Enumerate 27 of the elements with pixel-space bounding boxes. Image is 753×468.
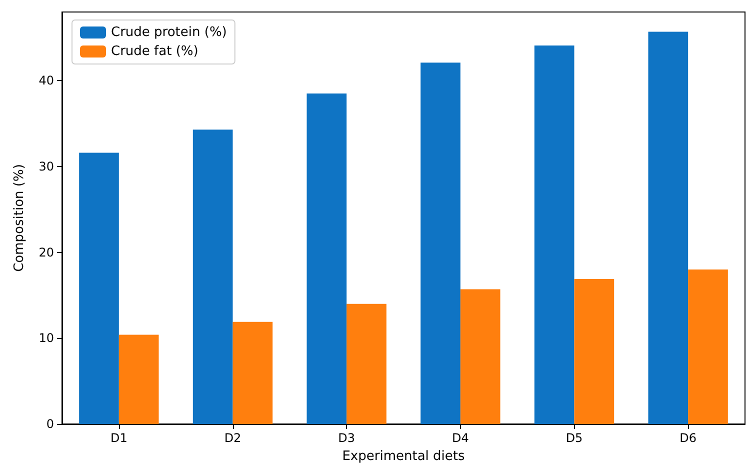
x-tick-label: D6 (680, 431, 697, 445)
y-tick-label: 10 (38, 331, 54, 346)
bar (420, 62, 460, 424)
bar (79, 152, 119, 424)
y-axis-title: Composition (%) (12, 164, 27, 272)
bar (306, 94, 347, 424)
bar (688, 270, 728, 424)
x-tick-label: D3 (338, 431, 356, 445)
x-axis-title: Experimental diets (342, 449, 465, 464)
y-tick-label: 40 (38, 74, 54, 88)
bar (460, 289, 500, 424)
y-tick-label: 20 (38, 245, 54, 260)
bar (346, 304, 386, 424)
bar (534, 45, 574, 424)
bar (118, 334, 159, 424)
y-tick-label: 30 (38, 160, 54, 174)
x-tick-label: D5 (566, 431, 583, 445)
bar (574, 278, 614, 424)
bar (192, 130, 233, 424)
legend-label: Crude fat (%) (111, 44, 198, 59)
x-tick-label: D1 (110, 431, 128, 445)
x-tick-label: D4 (452, 431, 469, 445)
bar (648, 32, 688, 424)
legend-label: Crude protein (%) (111, 25, 227, 40)
y-tick-label: 0 (46, 417, 54, 431)
bar (232, 322, 273, 424)
x-tick-label: D2 (224, 431, 242, 445)
